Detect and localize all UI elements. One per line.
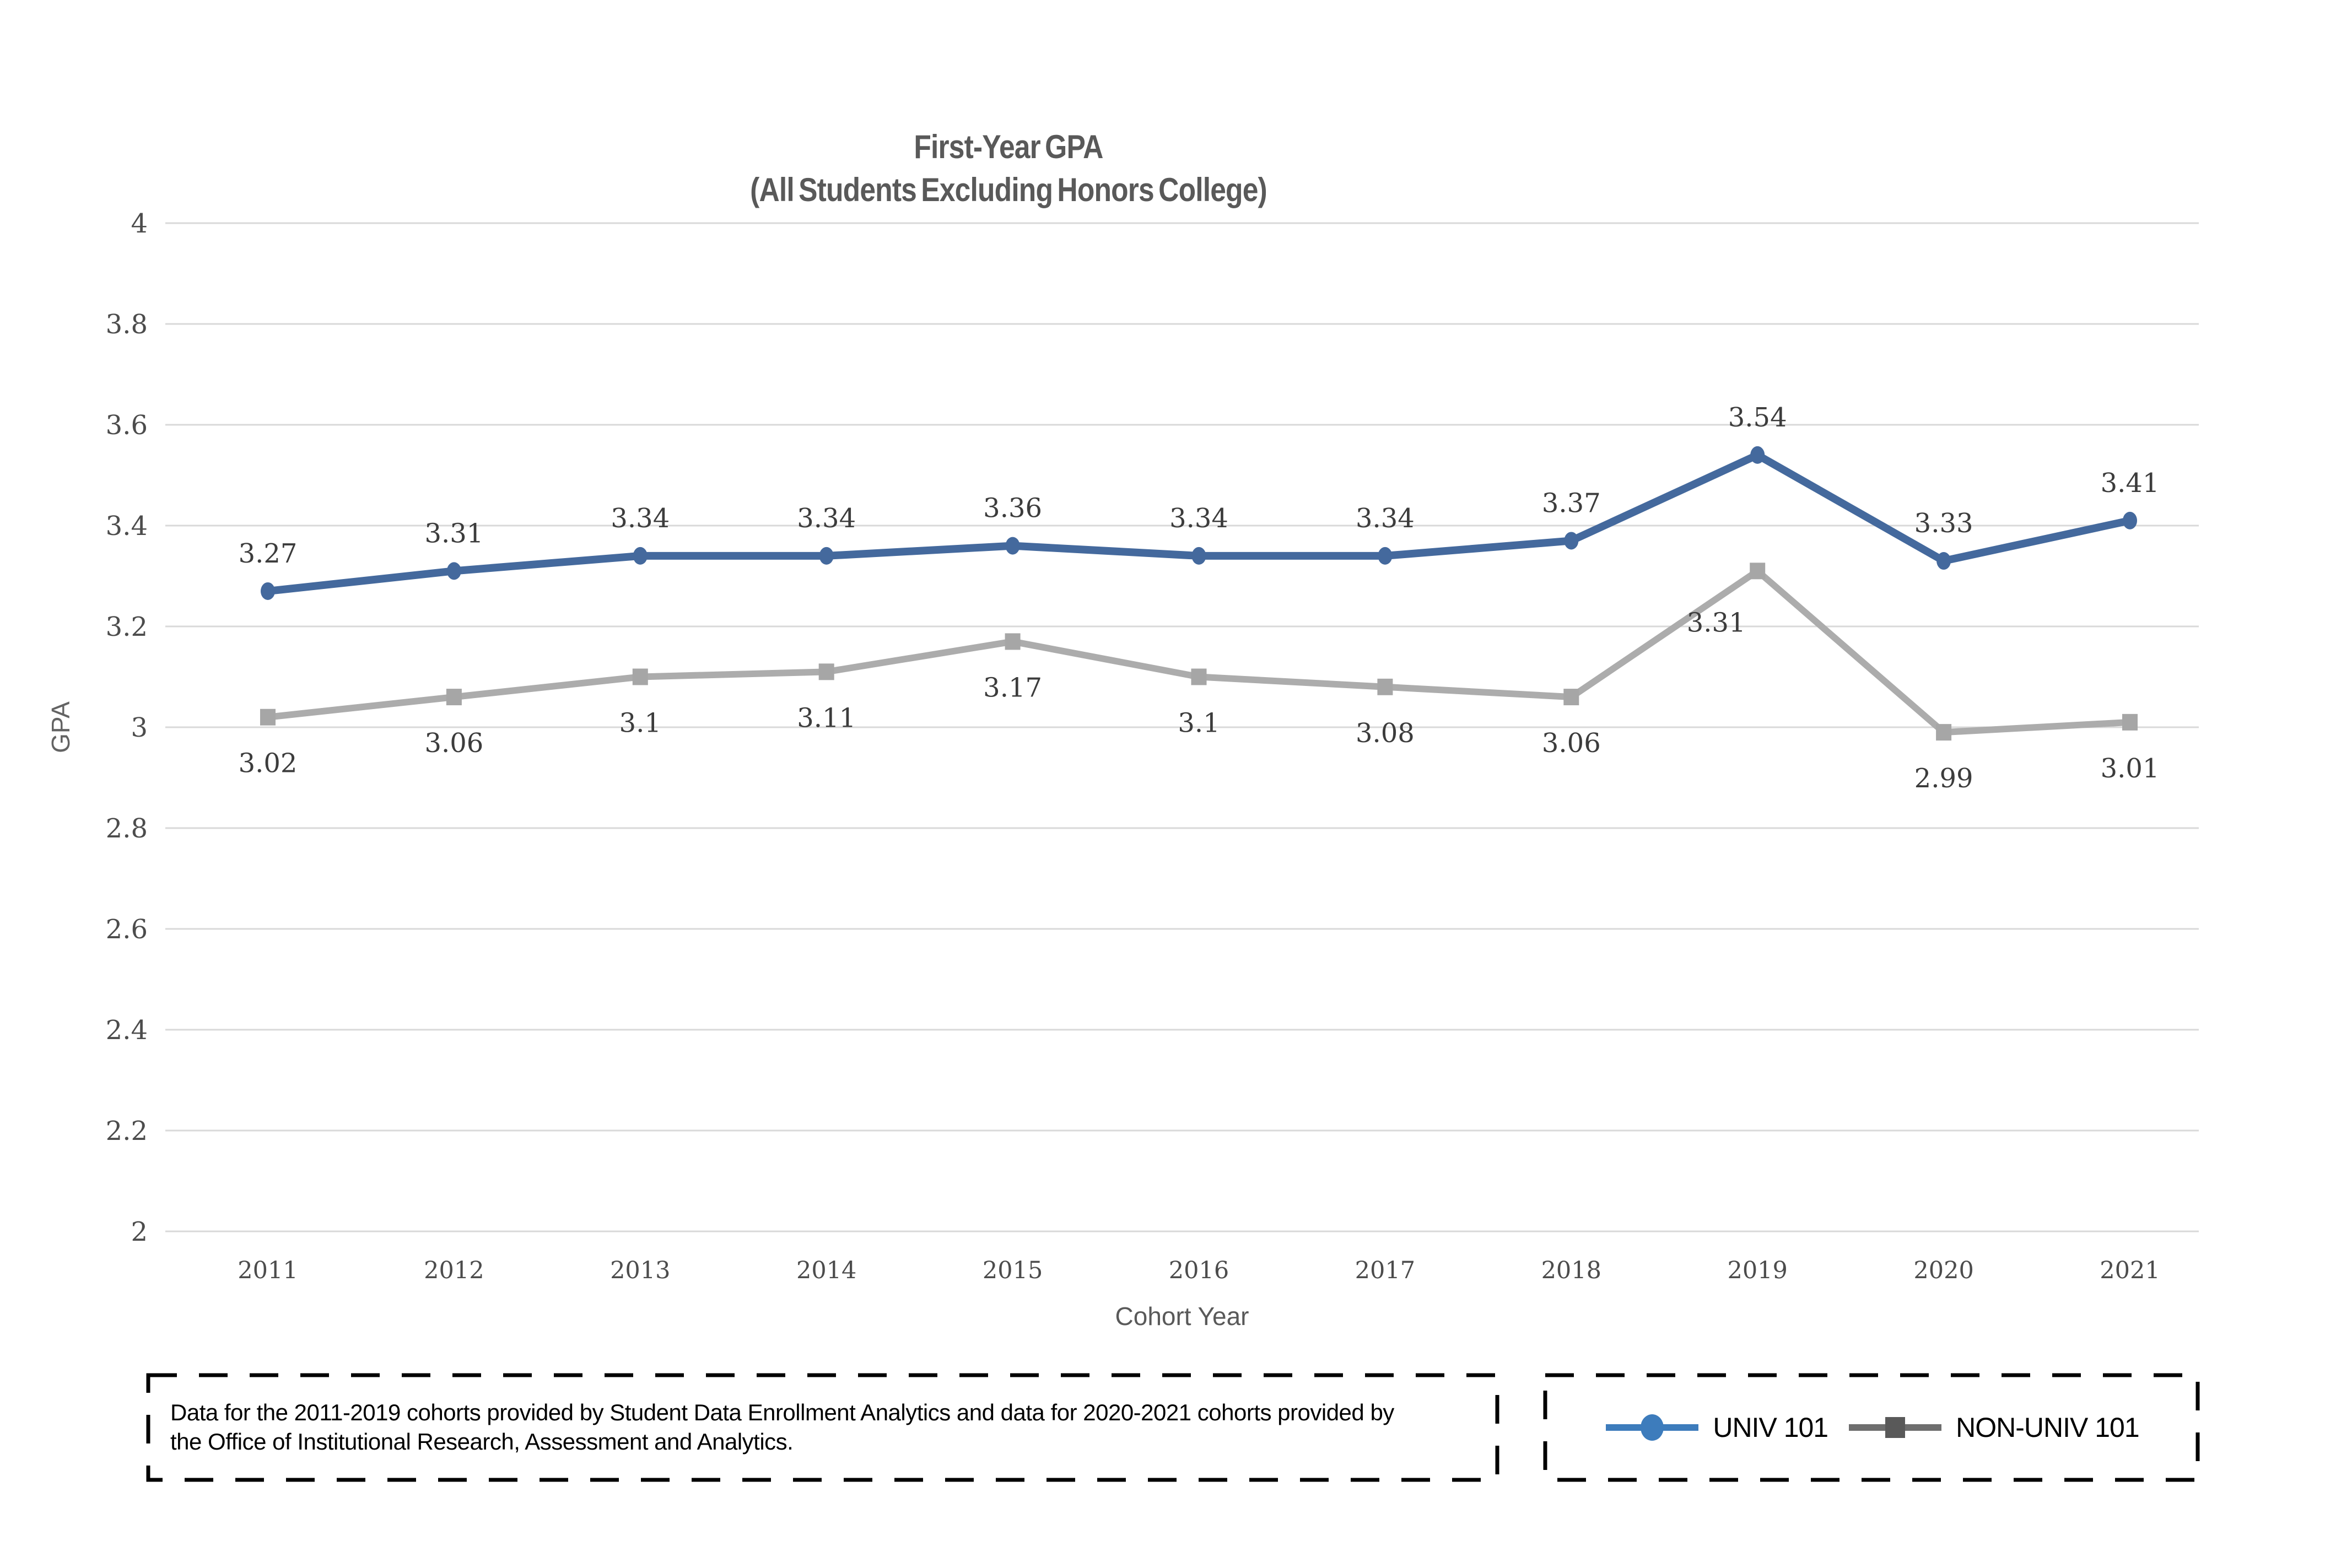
data-point-marker-circle: [1005, 537, 1020, 555]
data-label: 3.11: [797, 702, 856, 733]
data-point-marker-circle: [446, 562, 461, 580]
y-tick-label: 2: [131, 1216, 148, 1247]
data-point-marker-square: [1750, 563, 1766, 580]
data-label: 3.06: [1542, 728, 1601, 759]
legend-entry-univ101: UNIV 101: [1604, 1407, 1828, 1448]
non-univ101-line-square-marker-icon: [1849, 1417, 1942, 1438]
data-label: 3.31: [1687, 607, 1746, 638]
data-point-marker-circle: [819, 547, 834, 565]
data-label: 3.33: [1914, 508, 1973, 539]
data-point-marker-circle: [1564, 532, 1579, 550]
data-label: 3.01: [2101, 753, 2160, 784]
data-point-marker-square: [260, 709, 276, 726]
data-point-marker-square: [632, 668, 648, 685]
x-tick-label: 2017: [1355, 1257, 1415, 1284]
data-label: 3.02: [239, 748, 298, 779]
data-label: 3.17: [983, 672, 1042, 703]
data-label: 3.1: [619, 708, 661, 739]
y-tick-label: 2.4: [106, 1015, 148, 1046]
data-point-marker-circle: [1191, 547, 1206, 565]
data-label: 3.41: [2101, 468, 2160, 499]
x-tick-label: 2016: [1169, 1257, 1229, 1284]
x-tick-label: 2021: [2100, 1257, 2160, 1284]
x-tick-label: 2014: [796, 1257, 856, 1284]
x-axis-title: Cohort Year: [1115, 1302, 1249, 1331]
data-point-marker-square: [818, 663, 834, 680]
y-tick-label: 4: [131, 208, 148, 239]
data-point-marker-circle: [1936, 552, 1951, 570]
y-tick-label: 3.6: [106, 410, 148, 441]
data-label: 3.37: [1542, 488, 1601, 518]
y-tick-label: 3.2: [106, 612, 148, 642]
legend-entry-non-univ101: NON-UNIV 101: [1847, 1407, 2140, 1448]
data-label: 2.99: [1914, 763, 1973, 794]
source-note-box: Data for the 2011-2019 cohorts provided …: [146, 1373, 1499, 1482]
data-point-marker-square: [1377, 678, 1393, 695]
data-label: 3.34: [611, 503, 670, 534]
legend-label-non-univ101: NON-UNIV 101: [1956, 1412, 2140, 1443]
y-tick-label: 2.8: [106, 813, 148, 844]
data-point-marker-square: [2122, 713, 2138, 731]
legend: UNIV 101 NON-UNIV 101: [1543, 1373, 2200, 1482]
x-tick-label: 2011: [238, 1257, 298, 1284]
data-point-marker-circle: [633, 547, 648, 565]
x-tick-label: 2020: [1913, 1257, 1973, 1284]
univ101-line-circle-marker-icon: [1606, 1414, 1699, 1441]
data-point-marker-square: [1936, 724, 1952, 741]
data-label: 3.54: [1728, 402, 1787, 433]
data-point-marker-circle: [261, 582, 275, 600]
data-label: 3.34: [1169, 503, 1228, 534]
x-tick-label: 2013: [610, 1257, 670, 1284]
data-point-marker-square: [1005, 633, 1021, 650]
data-point-marker-square: [1191, 668, 1207, 685]
data-label: 3.36: [983, 493, 1042, 524]
data-label: 3.08: [1356, 718, 1415, 749]
x-tick-label: 2018: [1541, 1257, 1601, 1284]
y-tick-label: 2.6: [106, 914, 148, 945]
y-axis-title: GPA: [46, 701, 75, 753]
chart-subtitle: (All Students Excluding Honors College): [750, 171, 1267, 208]
legend-label-univ101: UNIV 101: [1713, 1412, 1828, 1443]
chart-title: First-Year GPA: [914, 128, 1103, 165]
chart-title-block: First-Year GPA (All Students Excluding H…: [141, 126, 1876, 212]
x-tick-label: 2019: [1727, 1257, 1787, 1284]
y-tick-label: 3.8: [106, 309, 148, 340]
x-tick-label: 2015: [983, 1257, 1043, 1284]
data-label: 3.1: [1178, 708, 1220, 739]
source-note-text: Data for the 2011-2019 cohorts provided …: [170, 1399, 1394, 1455]
data-point-marker-circle: [1750, 446, 1765, 464]
data-label: 3.27: [239, 538, 298, 569]
y-tick-label: 2.2: [106, 1116, 148, 1147]
y-tick-label: 3.4: [106, 511, 148, 542]
data-label: 3.34: [1356, 503, 1415, 534]
data-label: 3.06: [424, 728, 483, 759]
data-point-marker-circle: [1378, 547, 1393, 565]
data-point-marker-square: [1563, 689, 1579, 706]
data-label: 3.31: [424, 518, 483, 549]
data-point-marker-circle: [2123, 511, 2137, 529]
data-label: 3.34: [797, 503, 856, 534]
y-tick-label: 3: [131, 712, 148, 743]
data-point-marker-square: [446, 689, 462, 706]
x-tick-label: 2012: [424, 1257, 484, 1284]
